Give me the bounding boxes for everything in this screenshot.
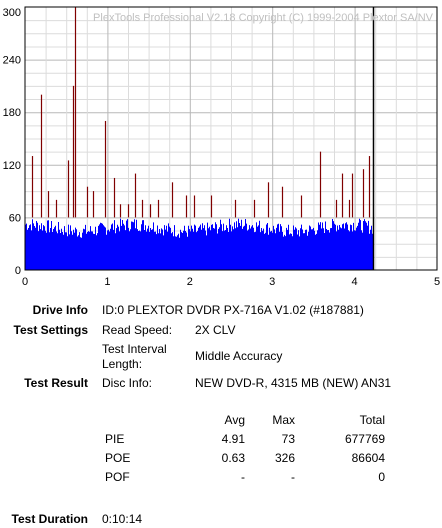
poe-total: 86604 [351,451,385,465]
interval-label-line1: Test Interval [102,342,167,356]
poe-max: 326 [274,451,295,465]
drive-info-label: Drive Info [32,303,88,317]
pof-total: 0 [378,470,385,484]
pof-avg: - [241,470,245,484]
row-name-pie: PIE [105,432,125,446]
x-tick-label: 5 [434,276,440,288]
read-speed-label: Read Speed: [102,323,173,337]
grid [25,7,437,270]
header-total: Total [359,413,385,427]
y-tick-label: 0 [15,265,21,277]
pie-chart: PlexTools Professional V2.18 Copyright (… [3,6,440,288]
pie-total: 677769 [344,432,385,446]
y-tick-label: 120 [3,160,21,172]
test-settings-label: Test Settings [13,323,88,337]
interval-label-line2: Length: [102,357,143,371]
y-tick-label: 240 [3,55,21,67]
header-avg: Avg [224,413,245,427]
x-tick-label: 2 [187,276,193,288]
pie-avg: 4.91 [221,432,245,446]
plot-frame [24,6,438,271]
x-tick-label: 0 [22,276,28,288]
y-tick-label: 300 [3,7,21,19]
read-speed-value: 2X CLV [195,323,236,337]
x-axis: 0 1 2 3 4 5 [22,276,440,288]
x-tick-label: 3 [269,276,275,288]
test-result-label: Test Result [24,376,88,390]
y-tick-label: 180 [3,107,21,119]
disc-info-value: NEW DVD-R, 4315 MB (NEW) AN31 [195,376,392,390]
spikes [31,7,371,218]
test-duration-label: Test Duration [11,512,88,526]
row-name-poe: POE [105,451,131,465]
x-tick-label: 1 [104,276,110,288]
x-tick-label: 4 [352,276,358,288]
y-axis: 0 60 120 180 240 300 [3,7,21,277]
disc-info-label: Disc Info: [102,376,153,390]
chart-title: PlexTools Professional V2.18 Copyright (… [93,12,434,24]
drive-info-value: ID:0 PLEXTOR DVDR PX-716A V1.02 (#187881… [102,303,364,317]
poe-avg: 0.63 [221,451,245,465]
pof-max: - [291,470,295,484]
test-duration-value: 0:10:14 [102,512,143,526]
row-name-pof: POF [105,470,130,484]
header-max: Max [272,413,295,427]
pie-max: 73 [281,432,295,446]
y-tick-label: 60 [9,212,21,224]
interval-value: Middle Accuracy [195,349,283,363]
